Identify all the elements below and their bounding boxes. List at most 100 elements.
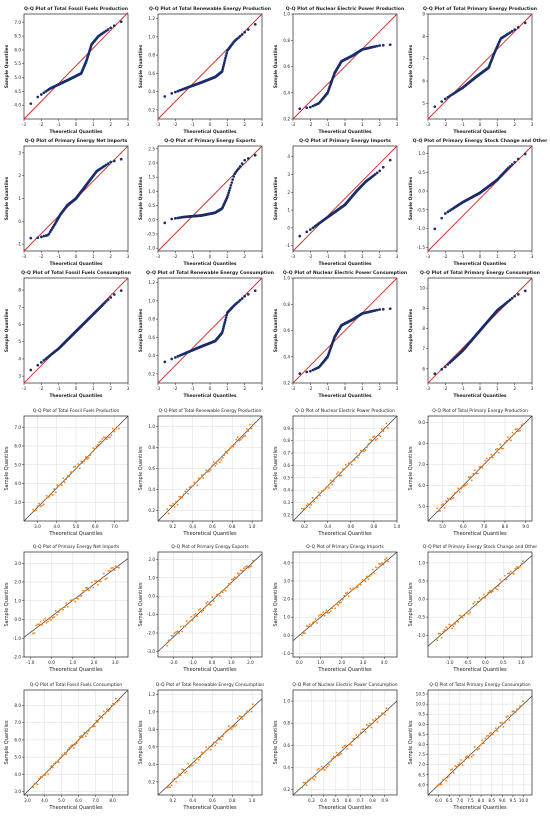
qq-point [308, 105, 312, 109]
panel-title: Q-Q Plot of Total Fossil Fuels Productio… [24, 6, 128, 12]
x-tick-label: -3 [156, 122, 161, 127]
qq-point [167, 512, 170, 515]
qq-point [508, 719, 511, 721]
qq-point [110, 704, 113, 707]
qq-point [442, 503, 444, 505]
qq-point [470, 606, 473, 609]
y-axis-label: Sample Quantiles [138, 446, 144, 490]
qq-point [231, 178, 235, 181]
qq-point [440, 100, 444, 103]
x-tick-label: 10.0 [519, 798, 529, 803]
qq-point [84, 735, 87, 738]
y-tick-label: 0.0 [14, 617, 21, 622]
qq-point [331, 757, 334, 760]
y-tick-label: -0.5 [417, 207, 426, 212]
x-tick-label: 2 [378, 386, 381, 391]
qq-point [228, 189, 231, 192]
qq-point [223, 732, 226, 735]
y-axis-label: Sample Quantiles [408, 720, 414, 764]
y-axis-label: Sample Quantiles [408, 176, 414, 220]
qq-point [328, 611, 331, 614]
y-tick-label: 0.7 [283, 451, 290, 456]
qq-point [75, 467, 78, 469]
qq-panel: Q-Q Plot of Primary Energy Net Imports -3… [4, 138, 130, 267]
qq-point [205, 602, 208, 605]
qq-point [60, 753, 63, 756]
qq-point [166, 786, 168, 789]
qq-point [328, 763, 331, 766]
qq-point [377, 715, 380, 718]
qq-point [113, 430, 116, 433]
qq-point [119, 20, 123, 24]
qq-point [510, 163, 514, 166]
panel-title: Q-Q Plot of Primary Energy Imports [306, 544, 384, 550]
qq-point [173, 632, 176, 634]
qq-point [484, 596, 487, 599]
qq-point [470, 479, 473, 482]
qq-point [320, 613, 323, 616]
panel-title: Q-Q Plot of Primary Energy Stock Change … [423, 544, 538, 550]
qq-point [361, 728, 364, 731]
qq-point [322, 490, 325, 492]
x-tick-label: -3 [291, 386, 296, 391]
qq-point [62, 477, 65, 480]
panel-title: Q-Q Plot of Total Renewable Energy Produ… [149, 6, 271, 12]
qq-point [448, 775, 451, 777]
qq-point [335, 473, 338, 475]
y-tick-label: 0.9 [283, 426, 290, 431]
qq-point [205, 469, 208, 472]
qq-point [36, 95, 40, 99]
x-tick-label: 0.6 [347, 524, 354, 529]
qq-point [57, 485, 60, 487]
qq-point [47, 496, 50, 499]
x-tick-label: -3 [22, 386, 27, 391]
qq-point [170, 784, 173, 787]
x-tick-label: 0.6 [345, 798, 352, 803]
qq-point [163, 360, 167, 364]
y-tick-label: 5.0 [14, 755, 21, 760]
qq-point [45, 621, 48, 624]
qq-point [226, 452, 229, 455]
x-axis-label: Theoretical Quantiles [453, 393, 506, 399]
qq-point [220, 739, 223, 741]
qq-point [446, 497, 449, 500]
qq-point [39, 620, 42, 623]
y-tick-label: 1.0 [148, 575, 155, 580]
qq-point [176, 630, 179, 633]
qq-point [104, 436, 107, 439]
qq-point [310, 777, 313, 780]
y-tick-label: 6.0 [418, 782, 425, 787]
qq-point [196, 615, 199, 618]
qq-point [314, 776, 317, 778]
x-tick-label: 0.5 [500, 660, 507, 665]
qq-point [347, 462, 350, 465]
y-tick-label: 0.0 [148, 217, 155, 222]
qq-point [250, 565, 253, 568]
qq-point [385, 422, 388, 425]
qq-point [341, 746, 344, 749]
qq-point [485, 735, 488, 737]
y-tick-label: 4.0 [14, 772, 21, 777]
qq-point [384, 558, 386, 561]
qq-point [172, 779, 174, 781]
qq-point [464, 484, 467, 487]
qq-point [238, 34, 242, 38]
x-tick-label: -3 [156, 254, 161, 259]
qq-point [370, 439, 373, 442]
qq-point [224, 316, 228, 320]
y-tick-label: 1 [287, 208, 290, 213]
qq-point [343, 594, 346, 597]
qq-point [326, 765, 329, 768]
qq-point [365, 446, 368, 449]
qq-point [227, 191, 231, 195]
qq-point [74, 743, 77, 746]
y-tick-label: 3.0 [14, 500, 21, 505]
qq-point [503, 574, 506, 577]
qq-point [47, 620, 50, 623]
qq-point [191, 485, 194, 488]
qq-point [233, 725, 236, 728]
qq-point [108, 570, 111, 572]
y-tick-label: 1.0 [148, 34, 155, 39]
qq-point [105, 438, 108, 441]
